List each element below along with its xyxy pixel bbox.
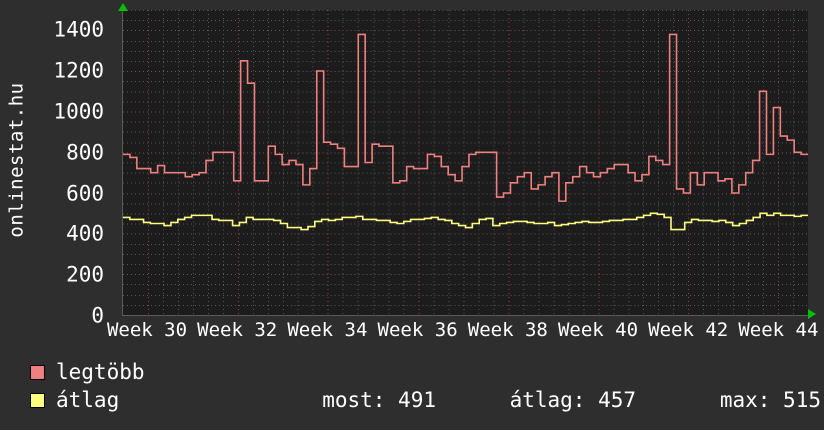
legend-row-max: legtöbb: [30, 358, 810, 386]
legend-label-legtobb: legtöbb: [56, 360, 145, 384]
x-tick-label: Week 30: [106, 319, 188, 341]
chart-plot-area: [122, 10, 808, 316]
watermark-label: onlinestat.hu: [0, 0, 34, 320]
axis-arrow-up-icon: [118, 3, 128, 11]
series-line-átlag: [123, 212, 808, 231]
x-tick-label: Week 32: [197, 319, 278, 341]
x-axis-tick-labels: Week 30 Week 32 Week 34 Week 36 Week 38 Week …: [107, 316, 818, 342]
watermark-text: onlinestat.hu: [6, 82, 28, 238]
x-tick-label: Week 42: [648, 319, 729, 341]
stat-most: most: 491: [322, 388, 436, 412]
stat-atlag: átlag: 457: [509, 388, 636, 412]
legend-swatch-icon: [30, 392, 45, 408]
x-tick-label: Week 34: [287, 319, 368, 341]
x-tick-label: Week 44: [738, 319, 819, 341]
legend-row-avg: átlag most: 491 átlag: 457 max: 515: [30, 386, 821, 414]
legend-label-atlag: átlag: [56, 388, 120, 412]
chart-legend: legtöbb átlag most: 491 átlag: 457 max: …: [30, 358, 821, 414]
x-tick-label: Week 36: [377, 319, 458, 341]
stat-max: max: 515: [719, 388, 821, 412]
series-line-legtöbb: [123, 33, 808, 202]
axis-arrow-right-icon: [808, 309, 816, 319]
x-tick-label: Week 38: [467, 319, 548, 341]
x-tick-label: Week 40: [557, 319, 639, 341]
legend-swatch-icon: [30, 364, 45, 380]
chart-series-layer: [123, 33, 808, 231]
